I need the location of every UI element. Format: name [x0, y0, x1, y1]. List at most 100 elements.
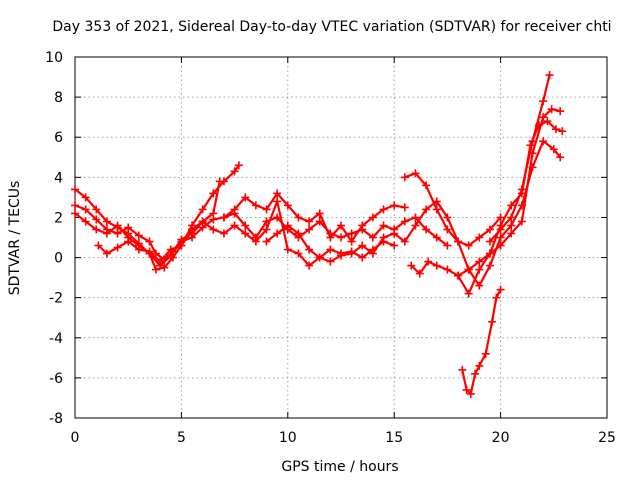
data-point — [273, 197, 282, 206]
axis-ticks: 0 5 10 15 20 25 -8 -6 -4 -2 0 2 4 6 8 10 — [45, 50, 616, 446]
series-track-4 — [94, 197, 399, 270]
data-point — [507, 213, 516, 222]
data-point — [219, 213, 228, 222]
data-series — [71, 71, 567, 398]
series-track-9 — [454, 105, 565, 280]
data-point — [315, 253, 324, 262]
data-point — [262, 225, 271, 234]
data-point — [543, 117, 552, 126]
data-point — [294, 213, 303, 222]
data-point — [113, 229, 122, 238]
data-point — [432, 205, 441, 214]
data-point — [358, 221, 367, 230]
data-point — [81, 217, 90, 226]
data-point — [326, 245, 335, 254]
data-point — [113, 221, 122, 230]
chart-title: Day 353 of 2021, Sidereal Day-to-day VTE… — [52, 19, 611, 35]
y-tick-label: 4 — [54, 170, 63, 186]
data-point — [124, 237, 133, 246]
data-point — [305, 225, 314, 234]
data-point — [422, 225, 431, 234]
data-point — [379, 233, 388, 242]
data-point — [488, 317, 497, 326]
data-point — [390, 229, 399, 238]
data-point — [368, 213, 377, 222]
data-point — [241, 221, 250, 230]
data-point — [326, 233, 335, 242]
data-point — [475, 281, 484, 290]
data-point — [485, 225, 494, 234]
data-point — [475, 265, 484, 274]
series-track-10 — [458, 285, 505, 398]
data-point — [215, 177, 224, 186]
data-point — [464, 265, 473, 274]
x-tick-label: 25 — [598, 430, 616, 446]
data-point — [556, 107, 565, 116]
data-point — [283, 245, 292, 254]
data-point — [305, 245, 314, 254]
data-point — [432, 233, 441, 242]
data-point — [230, 205, 239, 214]
data-point — [556, 153, 565, 162]
data-point — [485, 249, 494, 258]
data-point — [379, 205, 388, 214]
y-axis-label: SDTVAR / TECUs — [7, 181, 23, 296]
data-point — [443, 241, 452, 250]
data-point — [517, 185, 526, 194]
data-point — [262, 237, 271, 246]
data-point — [283, 201, 292, 210]
data-point — [251, 201, 260, 210]
data-point — [241, 193, 250, 202]
data-point — [347, 249, 356, 258]
data-point — [230, 221, 239, 230]
data-point — [368, 249, 377, 258]
data-point — [92, 215, 101, 224]
data-point — [294, 249, 303, 258]
data-point — [209, 225, 218, 234]
series-track-5 — [219, 189, 409, 246]
data-point — [94, 241, 103, 250]
data-point — [539, 97, 548, 106]
data-point — [547, 105, 556, 114]
data-point — [358, 241, 367, 250]
data-point — [400, 237, 409, 246]
data-point — [422, 181, 431, 190]
series-track-11 — [485, 71, 554, 246]
x-tick-label: 10 — [279, 430, 297, 446]
data-point — [454, 237, 463, 246]
data-point — [443, 213, 452, 222]
data-point — [305, 217, 314, 226]
data-point — [507, 221, 516, 230]
y-tick-label: 10 — [45, 50, 63, 66]
data-point — [390, 241, 399, 250]
data-point — [230, 167, 239, 176]
data-point — [209, 215, 218, 224]
data-point — [145, 247, 154, 256]
y-tick-label: -4 — [49, 331, 63, 347]
data-point — [517, 217, 526, 226]
x-tick-label: 0 — [71, 430, 80, 446]
data-point — [464, 241, 473, 250]
data-point — [151, 265, 160, 274]
x-axis-label: GPS time / hours — [281, 459, 398, 475]
data-point — [458, 365, 467, 374]
data-point — [368, 233, 377, 242]
data-point — [326, 257, 335, 266]
data-point — [464, 289, 473, 298]
data-point — [92, 205, 101, 214]
data-point — [198, 205, 207, 214]
data-point — [481, 349, 490, 358]
data-point — [337, 251, 345, 260]
data-point — [390, 201, 399, 210]
y-tick-label: 8 — [54, 90, 63, 106]
plot-frame — [74, 56, 608, 419]
data-point — [492, 293, 501, 302]
x-tick-label: 5 — [177, 430, 186, 446]
data-point — [549, 145, 558, 154]
y-tick-label: -8 — [49, 411, 63, 427]
data-point — [160, 263, 169, 272]
data-point — [496, 285, 505, 294]
data-point — [443, 265, 452, 274]
data-point — [166, 245, 175, 254]
data-point — [454, 271, 463, 280]
